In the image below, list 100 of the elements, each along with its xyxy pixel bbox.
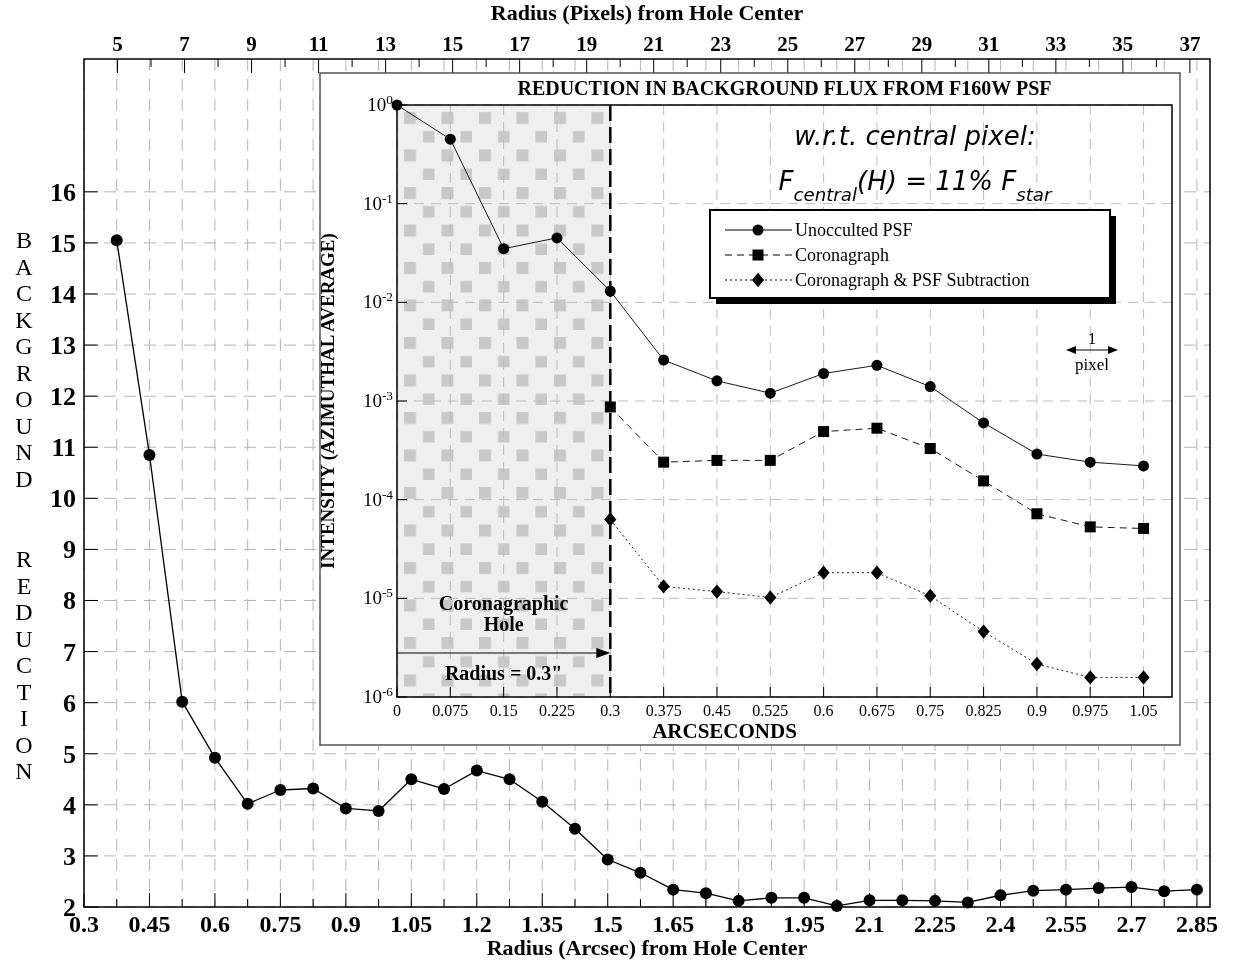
point xyxy=(551,232,563,244)
x-tick-label: 0 xyxy=(393,702,401,719)
point xyxy=(896,894,909,907)
point xyxy=(208,751,221,764)
x-tick-label: 0.525 xyxy=(752,702,789,719)
x-tick-label: 0.225 xyxy=(538,702,575,719)
y-axis-title: INTENSITY (AZIMUTHAL AVERAGE) xyxy=(317,233,339,569)
legend-label: Coronagraph xyxy=(795,245,889,265)
x-tick-label: 0.45 xyxy=(128,911,171,937)
x2-tick-label: 37 xyxy=(1179,32,1201,56)
y-tick-label: 6 xyxy=(63,688,76,718)
point xyxy=(871,359,883,371)
x2-axis-title: Radius (Pixels) from Hole Center xyxy=(490,0,804,25)
point xyxy=(1138,460,1150,472)
annotation: w.r.t. central pixel: xyxy=(794,121,1036,151)
point xyxy=(764,590,777,605)
point xyxy=(568,822,581,835)
point xyxy=(1030,656,1043,672)
point xyxy=(241,797,254,810)
y-tick-label: 9 xyxy=(63,535,76,565)
point xyxy=(339,802,352,815)
point xyxy=(765,891,778,904)
y-tick-label: 10$^{-5}$ xyxy=(362,584,394,609)
point xyxy=(764,454,776,466)
y-tick-label: 10$^{-6}$ xyxy=(362,683,394,707)
x-axis-title: ARCSECONDS xyxy=(652,719,797,743)
point xyxy=(1137,670,1150,685)
point xyxy=(604,512,617,527)
x-tick-label: 1.05 xyxy=(1129,702,1158,719)
x-tick-label: 2.4 xyxy=(985,911,1016,937)
x-tick-label: 1.35 xyxy=(521,911,564,937)
x2-tick-label: 19 xyxy=(576,32,598,56)
band-label: Coronagraphic Hole xyxy=(438,592,569,635)
x2-tick-label: 23 xyxy=(710,32,732,56)
x2-tick-label: 15 xyxy=(442,32,464,56)
point xyxy=(798,891,811,904)
point xyxy=(391,99,403,111)
x-tick-label: 0.45 xyxy=(702,702,731,719)
point xyxy=(1084,670,1097,685)
x-tick-label: 1.05 xyxy=(390,911,433,937)
point xyxy=(143,448,156,461)
point xyxy=(994,889,1007,902)
point xyxy=(176,695,189,708)
point xyxy=(274,784,287,797)
y-tick-label: 5 xyxy=(63,739,76,769)
point xyxy=(372,804,385,817)
x-tick-label: 0.675 xyxy=(858,702,895,719)
x-axis-title: Radius (Arcsec) from Hole Center xyxy=(486,935,808,960)
point xyxy=(1092,882,1105,895)
point xyxy=(667,883,680,896)
x-tick-label: 2.7 xyxy=(1116,911,1147,937)
x-tick-label: 1.65 xyxy=(652,911,695,937)
x-tick-label: 0.825 xyxy=(965,702,1002,719)
point xyxy=(601,853,614,866)
x2-tick-label: 17 xyxy=(509,32,531,56)
point xyxy=(1027,884,1040,897)
x-tick-label: 2.85 xyxy=(1175,911,1218,937)
y-tick-label: 10$^{-4}$ xyxy=(362,486,394,510)
x-tick-label: 0.3 xyxy=(600,702,621,719)
y-tick-label: 15 xyxy=(50,228,76,258)
x-tick-label: 2.55 xyxy=(1044,911,1087,937)
point xyxy=(658,456,670,468)
point xyxy=(871,422,883,434)
point xyxy=(977,624,990,639)
x2-tick-label: 11 xyxy=(308,32,329,56)
legend-label: Unocculted PSF xyxy=(795,220,913,240)
x-tick-label: 0.6 xyxy=(813,702,834,719)
point xyxy=(978,475,990,487)
point xyxy=(1031,508,1043,520)
chart-title: REDUCTION IN BACKGROUND FLUX FROM F160W PSF xyxy=(517,77,1052,99)
x-tick-label: 1.95 xyxy=(783,911,826,937)
x-tick-label: 0.15 xyxy=(489,702,518,719)
annotation: 1 pixel xyxy=(1075,329,1110,374)
point xyxy=(818,368,830,379)
x-tick-label: 0.6 xyxy=(199,911,230,937)
point xyxy=(1059,883,1072,896)
point xyxy=(1190,883,1203,896)
point xyxy=(498,243,510,255)
y-tick-label: 11 xyxy=(51,433,76,463)
x2-tick-label: 33 xyxy=(1045,32,1067,56)
point xyxy=(1138,523,1150,535)
y-tick-label: 12 xyxy=(50,382,76,412)
point xyxy=(470,764,483,777)
point xyxy=(711,375,723,387)
y-tick-label: 10$^{-3}$ xyxy=(362,387,394,411)
x-tick-label: 0.975 xyxy=(1072,702,1109,719)
x-tick-label: 1.8 xyxy=(723,911,754,937)
point xyxy=(818,426,830,438)
x2-tick-label: 35 xyxy=(1112,32,1134,56)
point xyxy=(444,133,456,145)
annotation: F$_{central}$(H) = 11% F$_{star}$ xyxy=(778,166,1053,205)
x-tick-label: 2.25 xyxy=(914,911,957,937)
point xyxy=(929,894,942,907)
point xyxy=(924,588,937,603)
point xyxy=(658,354,670,366)
x2-tick-label: 25 xyxy=(777,32,799,56)
point xyxy=(604,401,616,413)
point xyxy=(438,783,451,795)
point xyxy=(604,285,616,297)
x2-tick-label: 31 xyxy=(978,32,1000,56)
